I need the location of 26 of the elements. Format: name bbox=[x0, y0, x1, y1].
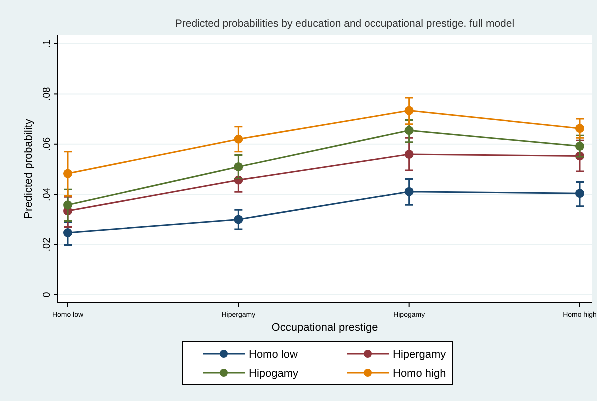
x-axis-title: Occupational prestige bbox=[272, 322, 378, 334]
point bbox=[576, 124, 584, 134]
legend-label: Hipergamy bbox=[393, 349, 447, 361]
point bbox=[404, 150, 414, 159]
point bbox=[576, 189, 584, 198]
y-axis-title: Predicted probability bbox=[23, 118, 35, 219]
point bbox=[576, 142, 584, 151]
point bbox=[404, 187, 414, 196]
y-tick-label: 0 bbox=[42, 292, 53, 298]
y-tick-label: .06 bbox=[42, 137, 53, 152]
y-tick-label: .04 bbox=[42, 187, 53, 202]
y-tick-label: .1 bbox=[42, 39, 53, 48]
point bbox=[404, 126, 414, 136]
point bbox=[234, 134, 244, 144]
y-tick-label: .08 bbox=[42, 86, 53, 102]
point bbox=[64, 228, 72, 238]
point bbox=[64, 169, 72, 178]
point bbox=[404, 106, 414, 116]
legend-label: Homo high bbox=[393, 368, 446, 380]
point bbox=[234, 215, 244, 224]
legend-label: Homo low bbox=[249, 349, 298, 361]
point bbox=[234, 162, 244, 172]
point bbox=[64, 200, 72, 210]
legend-label: Hipogamy bbox=[249, 368, 300, 380]
chart-title: Predicted probabilities by education and occupational prestige. full model bbox=[175, 18, 515, 30]
y-tick-label: .02 bbox=[42, 237, 53, 252]
